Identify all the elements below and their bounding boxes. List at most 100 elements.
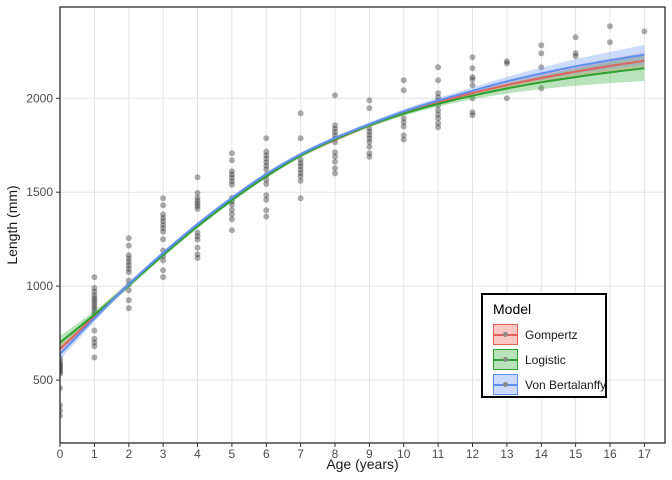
scatter-point bbox=[125, 235, 132, 242]
scatter-point bbox=[228, 171, 235, 178]
legend-box: Model Gompertz Logistic Von Bertalanffy bbox=[481, 293, 607, 398]
legend-key-point bbox=[503, 382, 508, 387]
scatter-point bbox=[228, 201, 235, 208]
scatter-point bbox=[125, 255, 132, 262]
x-tick-label: 6 bbox=[263, 447, 270, 461]
scatter-point bbox=[297, 173, 304, 180]
scatter-point bbox=[297, 195, 304, 202]
scatter-point bbox=[400, 119, 407, 126]
scatter-point bbox=[538, 85, 545, 92]
x-tick-label: 16 bbox=[603, 447, 617, 461]
scatter-point bbox=[435, 120, 442, 127]
x-tick-label: 12 bbox=[466, 447, 480, 461]
scatter-point bbox=[194, 197, 201, 204]
scatter-point bbox=[125, 252, 132, 259]
scatter-point bbox=[228, 181, 235, 188]
scatter-point bbox=[297, 156, 304, 163]
scatter-point bbox=[332, 129, 338, 136]
scatter-point bbox=[160, 215, 167, 221]
scatter-point bbox=[469, 76, 476, 83]
scatter-point bbox=[332, 125, 338, 132]
scatter-point bbox=[91, 303, 98, 310]
scatter-point bbox=[91, 354, 98, 361]
scatter-point bbox=[160, 257, 167, 264]
scatter-point bbox=[194, 251, 201, 258]
scatter-point bbox=[60, 360, 63, 367]
legend-entry-gompertz: Gompertz bbox=[493, 322, 597, 347]
y-tick-label: 500 bbox=[33, 373, 53, 387]
scatter-point bbox=[297, 135, 304, 142]
scatter-point bbox=[469, 112, 476, 119]
scatter-point bbox=[366, 128, 373, 135]
scatter-point bbox=[228, 216, 235, 223]
scatter-point bbox=[228, 178, 235, 185]
scatter-point bbox=[263, 162, 270, 169]
scatter-point bbox=[60, 407, 63, 414]
scatter-point bbox=[366, 150, 373, 157]
scatter-point bbox=[160, 267, 167, 274]
scatter-point bbox=[91, 285, 98, 291]
x-tick-label: 8 bbox=[332, 447, 339, 461]
scatter-point bbox=[194, 229, 201, 236]
x-tick-label: 3 bbox=[160, 447, 167, 461]
scatter-point bbox=[125, 258, 132, 265]
scatter-point bbox=[91, 274, 98, 281]
scatter-point bbox=[91, 327, 98, 334]
scatter-point bbox=[572, 53, 579, 60]
scatter-point bbox=[469, 54, 476, 61]
scatter-point bbox=[366, 135, 373, 142]
scatter-point bbox=[503, 60, 510, 67]
scatter-point bbox=[263, 181, 270, 187]
scatter-point bbox=[125, 265, 132, 272]
scatter-point bbox=[400, 132, 407, 139]
scatter-point bbox=[435, 107, 442, 114]
scatter-point bbox=[91, 305, 98, 312]
x-tick-label: 5 bbox=[229, 447, 236, 461]
scatter-point bbox=[91, 297, 98, 304]
scatter-point bbox=[263, 192, 270, 199]
scatter-point bbox=[641, 28, 648, 35]
scatter-point bbox=[194, 190, 201, 196]
scatter-point bbox=[469, 109, 476, 116]
scatter-point bbox=[60, 362, 63, 368]
scatter-point bbox=[60, 354, 63, 361]
scatter-point bbox=[160, 202, 167, 209]
scatter-point bbox=[297, 160, 304, 167]
scatter-point bbox=[435, 94, 442, 101]
x-tick-label: 10 bbox=[397, 447, 411, 461]
scatter-point bbox=[125, 305, 132, 312]
scatter-point bbox=[60, 370, 63, 377]
scatter-point bbox=[228, 157, 235, 164]
scatter-point bbox=[228, 174, 235, 181]
scatter-point bbox=[125, 262, 132, 269]
scatter-point bbox=[538, 64, 545, 71]
scatter-point bbox=[332, 170, 338, 177]
confidence-ribbon-logistic bbox=[60, 55, 645, 349]
scatter-point bbox=[366, 97, 373, 104]
scatter-point bbox=[607, 23, 613, 30]
scatter-point bbox=[60, 402, 63, 409]
legend-rows: Gompertz Logistic Von Bertalanffy bbox=[493, 322, 606, 397]
scatter-point bbox=[400, 87, 407, 94]
scatter-point bbox=[469, 65, 476, 72]
scatter-point bbox=[160, 221, 167, 228]
scatter-point bbox=[125, 287, 132, 294]
scatter-point bbox=[400, 115, 407, 122]
x-axis-title: Age (years) bbox=[326, 456, 398, 472]
scatter-point bbox=[228, 206, 235, 213]
scatter-point bbox=[228, 227, 235, 234]
scatter-point bbox=[91, 343, 98, 350]
scatter-point bbox=[160, 228, 167, 235]
scatter-point bbox=[60, 369, 63, 375]
scatter-point bbox=[228, 211, 235, 218]
scatter-point bbox=[572, 50, 579, 57]
scatter-point bbox=[435, 124, 442, 131]
x-tick-label: 0 bbox=[57, 447, 64, 461]
legend-key-swatch bbox=[493, 349, 518, 370]
scatter-point bbox=[60, 412, 63, 419]
legend-key-swatch bbox=[493, 374, 518, 395]
scatter-point bbox=[263, 155, 270, 162]
scatter-point bbox=[60, 363, 63, 370]
legend-entry-label: Gompertz bbox=[525, 327, 578, 342]
